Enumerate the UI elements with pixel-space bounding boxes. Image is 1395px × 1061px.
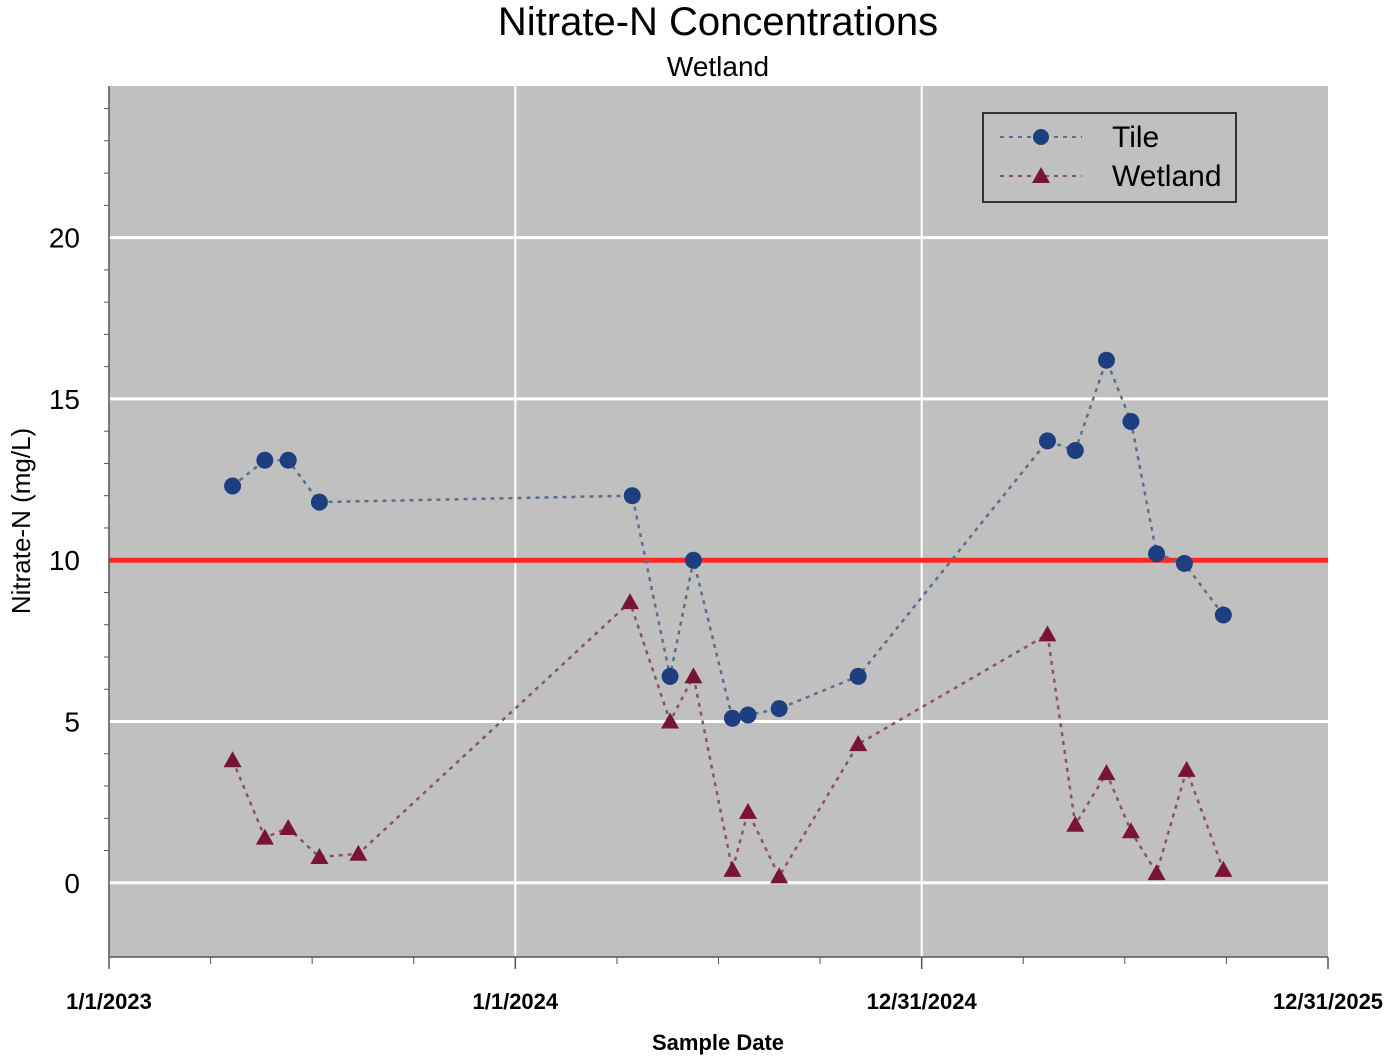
data-point-tile (1175, 554, 1193, 572)
data-point-tile (770, 700, 788, 718)
y-axis-label: Nitrate-N (mg/L) (6, 428, 36, 614)
data-point-wetland (739, 802, 758, 819)
x-axis-label: Sample Date (652, 1030, 784, 1055)
y-tick-label: 5 (64, 707, 80, 738)
data-point-wetland (684, 667, 703, 684)
data-point-wetland (1066, 815, 1085, 832)
data-point-tile (1066, 442, 1084, 460)
legend-tile-marker (1033, 129, 1049, 145)
legend-wetland-marker (1032, 167, 1050, 183)
chart-title: Nitrate-N Concentrations (498, 0, 938, 44)
data-point-tile (1148, 545, 1166, 563)
data-point-tile (310, 493, 328, 511)
data-point-tile (279, 451, 297, 469)
data-point-wetland (620, 593, 639, 610)
data-point-wetland (849, 735, 868, 752)
legend-box (982, 112, 1237, 203)
legend: Tile Wetland (982, 112, 1237, 203)
y-tick-label: 20 (49, 223, 80, 254)
data-point-wetland (1121, 822, 1140, 839)
data-point-wetland (223, 751, 242, 768)
data-point-wetland (310, 847, 329, 864)
chart-subtitle: Wetland (667, 51, 769, 82)
x-axis-ticks: 1/1/2023 1/1/2024 12/31/2024 12/31/2025 (66, 957, 1383, 1014)
data-point-wetland (279, 818, 298, 835)
x-tick-label: 1/1/2024 (473, 989, 559, 1014)
series-layer (223, 351, 1233, 884)
data-point-tile (1122, 412, 1140, 430)
data-point-wetland (1038, 625, 1057, 642)
series-line-tile (231, 356, 1225, 720)
x-tick-label: 12/31/2025 (1273, 989, 1383, 1014)
data-point-tile (1214, 606, 1232, 624)
y-tick-label: 15 (49, 384, 80, 415)
data-point-wetland (661, 712, 680, 729)
data-point-tile (661, 667, 679, 685)
data-point-wetland (723, 860, 742, 877)
data-point-tile (849, 667, 867, 685)
data-point-tile (1038, 432, 1056, 450)
data-point-wetland (1214, 860, 1233, 877)
legend-wetland-label: Wetland (1112, 160, 1222, 193)
data-point-tile (1097, 351, 1115, 369)
data-point-wetland (1097, 764, 1116, 781)
x-tick-label: 1/1/2023 (66, 989, 152, 1014)
data-point-wetland (1177, 760, 1196, 777)
data-point-wetland (770, 867, 789, 884)
plot-area (109, 86, 1328, 957)
y-axis-ticks: 0 5 10 15 20 (49, 108, 109, 899)
data-point-tile (739, 706, 757, 724)
data-point-wetland (349, 844, 368, 861)
legend-tile-label: Tile (1112, 121, 1159, 154)
data-point-wetland (255, 828, 274, 845)
y-tick-label: 0 (64, 868, 80, 899)
data-point-wetland (1147, 864, 1166, 881)
data-point-tile (684, 551, 702, 569)
data-point-tile (224, 477, 242, 495)
data-point-tile (256, 451, 274, 469)
data-point-tile (723, 709, 741, 727)
x-tick-label: 12/31/2024 (867, 989, 978, 1014)
y-tick-label: 10 (49, 545, 80, 576)
data-point-tile (623, 487, 641, 505)
